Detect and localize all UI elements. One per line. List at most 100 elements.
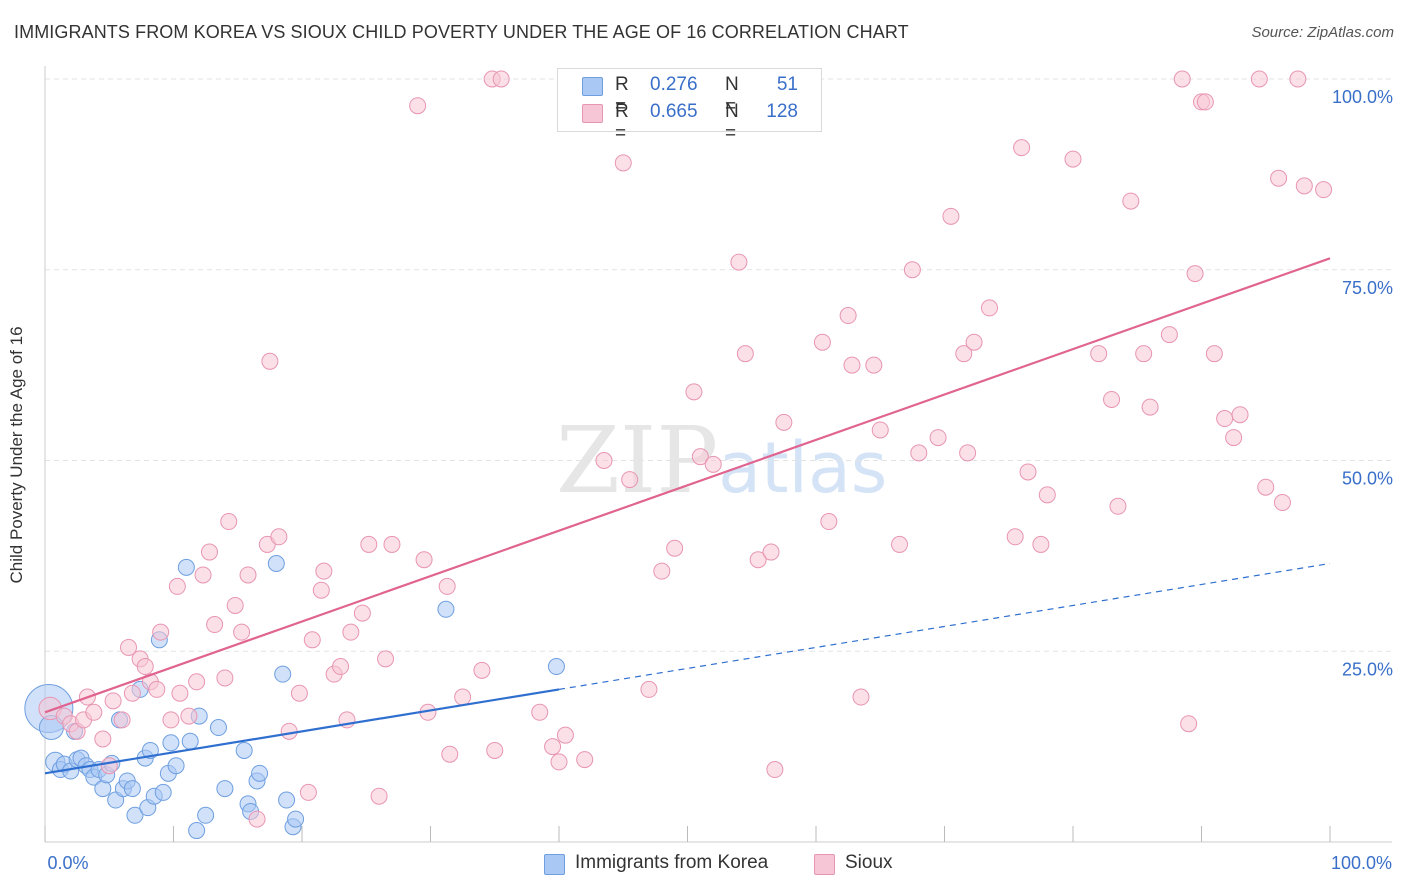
legend-swatch-sioux	[582, 104, 603, 123]
point-sioux	[180, 707, 198, 725]
point-korea	[197, 806, 215, 824]
point-korea	[267, 555, 285, 573]
point-sioux	[749, 551, 767, 569]
point-sioux	[1103, 390, 1121, 408]
point-sioux	[1173, 70, 1191, 88]
legend-n-label: N =	[725, 101, 739, 144]
point-sioux	[136, 658, 154, 676]
point-sioux	[1273, 493, 1291, 511]
point-korea	[216, 780, 234, 798]
point-sioux	[865, 356, 883, 374]
point-sioux	[1064, 150, 1082, 168]
point-sioux	[653, 562, 671, 580]
legend-n-label: N =	[725, 74, 739, 117]
stats-legend: R = 0.276 N = 51 R = 0.665 N = 128	[557, 68, 822, 144]
point-korea	[235, 741, 253, 759]
point-sioux	[1257, 478, 1275, 496]
point-sioux	[188, 673, 206, 691]
point-sioux	[360, 535, 378, 553]
point-sioux	[1038, 486, 1056, 504]
bottom-legend-label-sioux: Sioux	[845, 852, 893, 873]
point-korea	[167, 757, 185, 775]
point-korea	[274, 665, 292, 683]
point-sioux	[1270, 169, 1288, 187]
point-sioux	[576, 751, 594, 769]
point-sioux	[473, 661, 491, 679]
y-tick-label: 100.0%	[1332, 87, 1393, 107]
point-sioux	[216, 669, 234, 687]
point-sioux	[342, 623, 360, 641]
point-sioux	[200, 543, 218, 561]
legend-n-value: 128	[766, 101, 798, 122]
point-sioux	[1019, 463, 1037, 481]
point-korea	[154, 783, 172, 801]
point-sioux	[332, 658, 350, 676]
point-sioux	[1180, 715, 1198, 733]
point-sioux	[123, 684, 141, 702]
point-sioux	[910, 444, 928, 462]
point-korea	[437, 600, 455, 618]
point-sioux	[704, 455, 722, 473]
point-korea	[209, 719, 227, 737]
point-sioux	[1109, 497, 1127, 515]
point-sioux	[454, 688, 472, 706]
trendline-extension-korea	[558, 562, 1331, 690]
point-sioux	[691, 448, 709, 466]
point-sioux	[965, 333, 983, 351]
point-sioux	[220, 513, 238, 531]
point-sioux	[148, 680, 166, 698]
point-sioux	[762, 543, 780, 561]
point-sioux	[730, 253, 748, 271]
point-korea	[126, 806, 144, 824]
legend-n-value: 51	[776, 74, 798, 95]
point-sioux	[280, 722, 298, 740]
point-sioux	[290, 684, 308, 702]
point-sioux	[315, 562, 333, 580]
point-korea	[251, 764, 269, 782]
point-sioux	[1141, 398, 1159, 416]
point-sioux	[1295, 177, 1313, 195]
point-korea	[188, 822, 206, 840]
point-sioux	[621, 471, 639, 489]
point-sioux	[891, 535, 909, 553]
point-sioux	[248, 810, 266, 828]
point-korea	[177, 558, 195, 576]
point-sioux	[299, 783, 317, 801]
bottom-legend-swatch-sioux	[814, 854, 835, 875]
point-sioux	[226, 596, 244, 614]
point-sioux	[303, 631, 321, 649]
point-sioux	[85, 703, 103, 721]
point-sioux	[544, 738, 562, 756]
point-sioux	[556, 726, 574, 744]
point-sioux	[1315, 181, 1333, 199]
watermark-atlas: atlas	[718, 427, 887, 509]
point-sioux	[1205, 345, 1223, 363]
point-sioux	[353, 604, 371, 622]
point-sioux	[955, 345, 973, 363]
point-sioux	[852, 688, 870, 706]
point-sioux	[1090, 345, 1108, 363]
point-sioux	[736, 345, 754, 363]
y-tick-label: 75.0%	[1342, 278, 1393, 298]
point-sioux	[1196, 93, 1214, 111]
point-sioux	[409, 97, 427, 115]
legend-swatch-korea	[582, 77, 603, 96]
point-sioux	[100, 757, 118, 775]
point-sioux	[239, 566, 257, 584]
bottom-legend-swatch-korea	[544, 854, 565, 875]
point-sioux	[1186, 265, 1204, 283]
point-sioux	[162, 711, 180, 729]
point-sioux	[261, 352, 279, 370]
legend-r-value: 0.276	[650, 74, 698, 95]
point-sioux	[383, 535, 401, 553]
point-sioux	[1032, 535, 1050, 553]
point-sioux	[152, 623, 170, 641]
point-sioux	[104, 692, 122, 710]
point-sioux	[113, 711, 131, 729]
point-sioux	[959, 444, 977, 462]
point-sioux	[94, 730, 112, 748]
point-sioux	[595, 452, 613, 469]
source-label: Source: ZipAtlas.com	[1251, 24, 1394, 41]
point-sioux	[775, 413, 793, 431]
